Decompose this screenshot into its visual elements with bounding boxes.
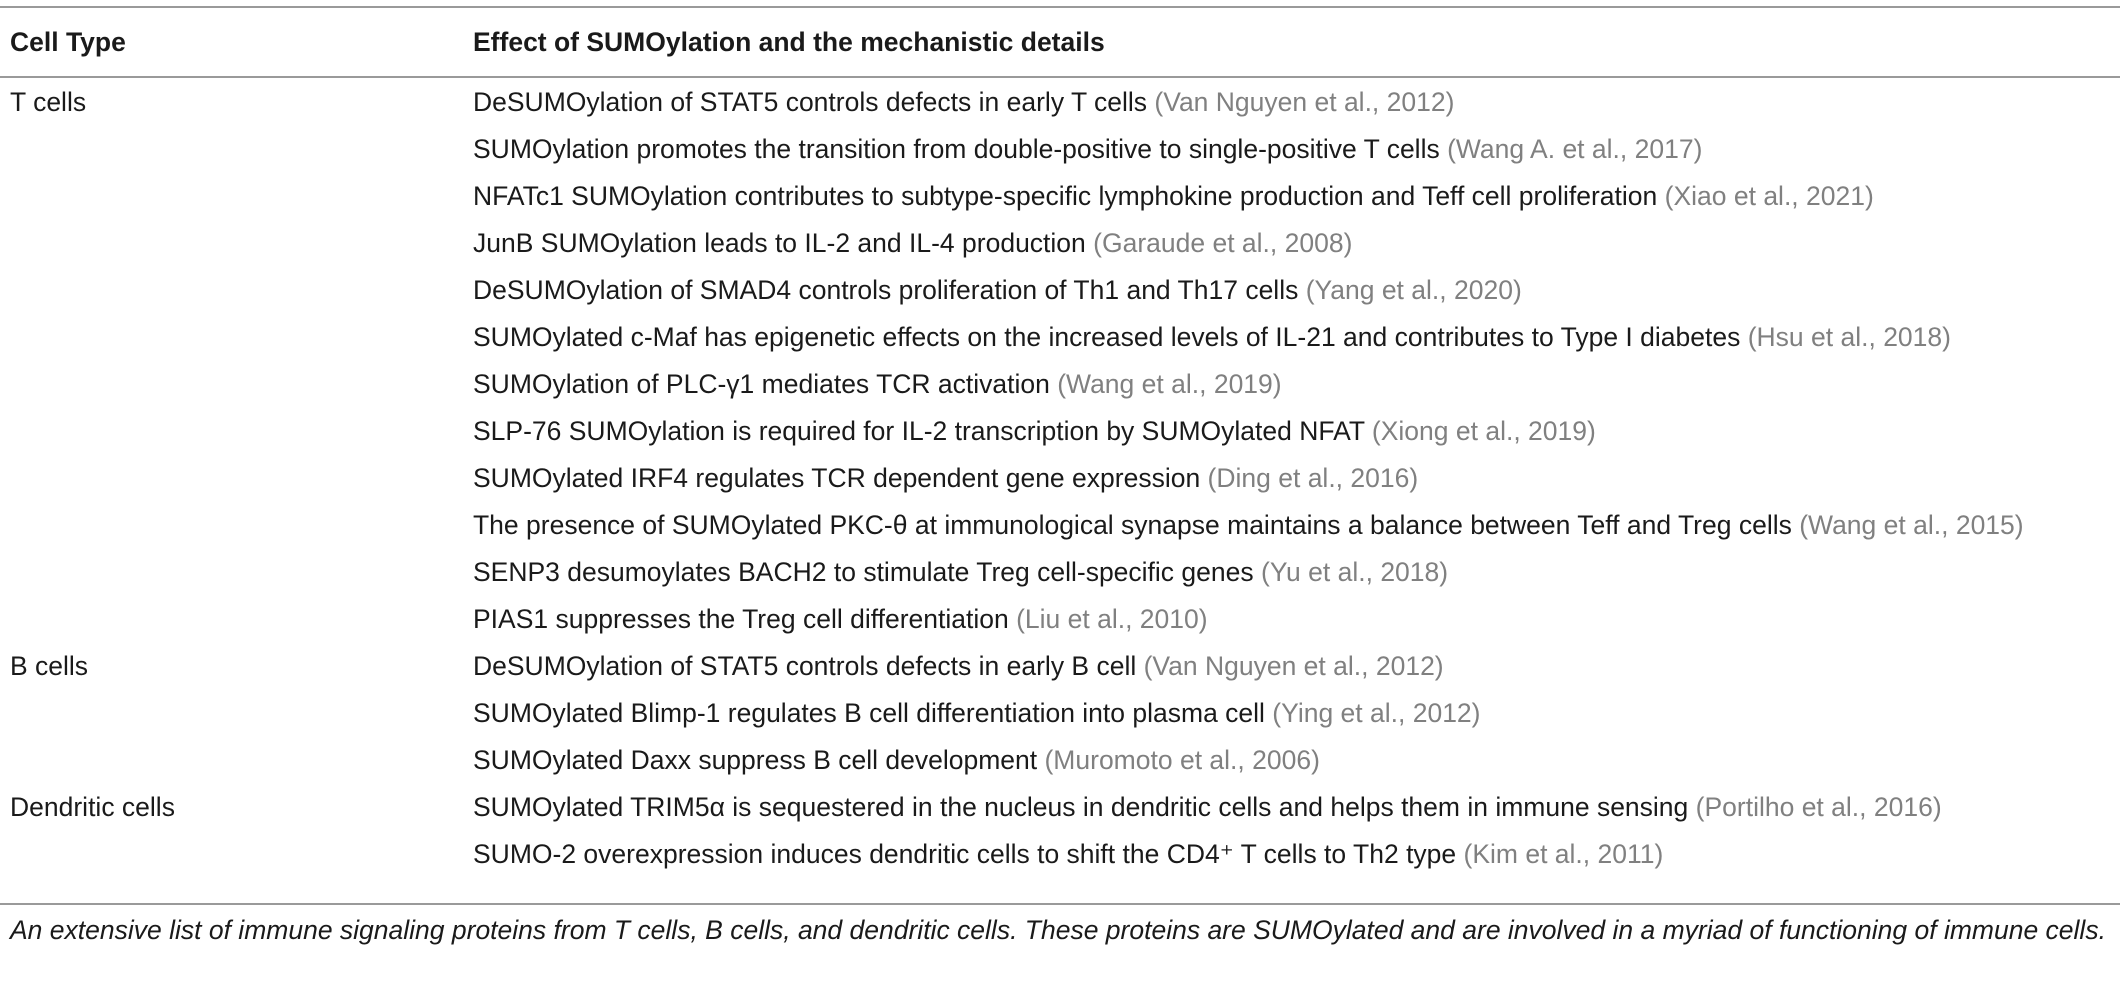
citation-link[interactable]: (Xiao et al., 2021) [1664,181,1874,211]
citation-link[interactable]: (Hsu et al., 2018) [1747,322,1951,352]
effect-text: JunB SUMOylation leads to IL-2 and IL-4 … [473,223,1352,263]
table-bottom-rule [0,903,2120,905]
effect-text: SUMOylated Daxx suppress B cell developm… [473,740,1320,780]
effect-description: DeSUMOylation of STAT5 controls defects … [473,651,1144,681]
table-row: SUMOylated Blimp-1 regulates B cell diff… [0,693,2120,740]
effect-description: JunB SUMOylation leads to IL-2 and IL-4 … [473,228,1094,258]
citation-link[interactable]: (Ding et al., 2016) [1207,463,1419,493]
effect-text: SUMOylation of PLC-γ1 mediates TCR activ… [473,364,1282,404]
table-row: SUMOylated c-Maf has epigenetic effects … [0,317,2120,364]
effect-description: SENP3 desumoylates BACH2 to stimulate Tr… [473,557,1261,587]
cell-type: B cells [10,651,89,681]
effect-description: The presence of SUMOylated PKC-θ at immu… [473,510,1800,540]
table-row: The presence of SUMOylated PKC-θ at immu… [0,505,2120,552]
effect-description: SUMOylation promotes the transition from… [473,134,1448,164]
effect-description: SUMOylated IRF4 regulates TCR dependent … [473,463,1208,493]
table-row: SUMOylated IRF4 regulates TCR dependent … [0,458,2120,505]
effect-description: SUMOylation of PLC-γ1 mediates TCR activ… [473,369,1058,399]
table-row: SUMOylation of PLC-γ1 mediates TCR activ… [0,364,2120,411]
table-row: Dendritic cells SUMOylated TRIM5α is seq… [0,787,2120,834]
effect-text: SUMOylated c-Maf has epigenetic effects … [473,317,1951,357]
effect-description: DeSUMOylation of SMAD4 controls prolifer… [473,275,1306,305]
table-row: DeSUMOylation of SMAD4 controls prolifer… [0,270,2120,317]
table-row: SUMO-2 overexpression induces dendritic … [0,834,2120,881]
effect-text: SUMOylation promotes the transition from… [473,129,1702,169]
citation-link[interactable]: (Garaude et al., 2008) [1093,228,1353,258]
cell-type: T cells [10,87,87,117]
effect-text: SUMO-2 overexpression induces dendritic … [473,834,1663,874]
citation-link[interactable]: (Yu et al., 2018) [1261,557,1449,587]
citation-link[interactable]: (Wang et al., 2015) [1799,510,2024,540]
citation-link[interactable]: (Yang et al., 2020) [1305,275,1522,305]
table-header-rule [0,76,2120,78]
effect-description: NFATc1 SUMOylation contributes to subtyp… [473,181,1665,211]
table-row: JunB SUMOylation leads to IL-2 and IL-4 … [0,223,2120,270]
table-footnote: An extensive list of immune signaling pr… [10,915,2106,945]
header-cell-type: Cell Type [10,27,126,57]
citation-link[interactable]: (Liu et al., 2010) [1016,604,1208,634]
table-row: T cells DeSUMOylation of STAT5 controls … [0,82,2120,129]
table-row: SLP-76 SUMOylation is required for IL-2 … [0,411,2120,458]
citation-link[interactable]: (Van Nguyen et al., 2012) [1154,87,1455,117]
citation-link[interactable]: (Van Nguyen et al., 2012) [1143,651,1444,681]
table-row: NFATc1 SUMOylation contributes to subtyp… [0,176,2120,223]
effect-text: The presence of SUMOylated PKC-θ at immu… [473,505,2024,545]
cell-type: Dendritic cells [10,792,175,822]
table-row: SUMOylation promotes the transition from… [0,129,2120,176]
citation-link[interactable]: (Muromoto et al., 2006) [1044,745,1320,775]
effect-text: SLP-76 SUMOylation is required for IL-2 … [473,411,1596,451]
citation-link[interactable]: (Portilho et al., 2016) [1695,792,1942,822]
effect-text: DeSUMOylation of SMAD4 controls prolifer… [473,270,1522,310]
effect-description: SLP-76 SUMOylation is required for IL-2 … [473,416,1372,446]
effect-text: DeSUMOylation of STAT5 controls defects … [473,646,1444,686]
table-top-rule [0,6,2120,8]
citation-link[interactable]: (Xiong et al., 2019) [1371,416,1596,446]
effect-description: SUMO-2 overexpression induces dendritic … [473,839,1464,869]
effect-description: SUMOylated c-Maf has epigenetic effects … [473,322,1748,352]
effect-description: DeSUMOylation of STAT5 controls defects … [473,87,1155,117]
table-row: SENP3 desumoylates BACH2 to stimulate Tr… [0,552,2120,599]
citation-link[interactable]: (Kim et al., 2011) [1463,839,1664,869]
effect-description: SUMOylated Blimp-1 regulates B cell diff… [473,698,1273,728]
effect-description: PIAS1 suppresses the Treg cell different… [473,604,1017,634]
effect-description: SUMOylated Daxx suppress B cell developm… [473,745,1045,775]
effect-text: SUMOylated Blimp-1 regulates B cell diff… [473,693,1481,733]
effect-text: SENP3 desumoylates BACH2 to stimulate Tr… [473,552,1448,592]
table-row: B cells DeSUMOylation of STAT5 controls … [0,646,2120,693]
citation-link[interactable]: (Wang et al., 2019) [1057,369,1282,399]
effect-text: NFATc1 SUMOylation contributes to subtyp… [473,176,1874,216]
header-effect: Effect of SUMOylation and the mechanisti… [473,27,1105,57]
effect-text: SUMOylated IRF4 regulates TCR dependent … [473,458,1418,498]
citation-link[interactable]: (Ying et al., 2012) [1272,698,1481,728]
effect-text: DeSUMOylation of STAT5 controls defects … [473,82,1454,122]
table-row: PIAS1 suppresses the Treg cell different… [0,599,2120,646]
table-row: SUMOylated Daxx suppress B cell developm… [0,740,2120,787]
citation-link[interactable]: (Wang A. et al., 2017) [1447,134,1703,164]
effect-text: SUMOylated TRIM5α is sequestered in the … [473,787,1942,827]
effect-text: PIAS1 suppresses the Treg cell different… [473,599,1208,639]
effect-description: SUMOylated TRIM5α is sequestered in the … [473,792,1696,822]
